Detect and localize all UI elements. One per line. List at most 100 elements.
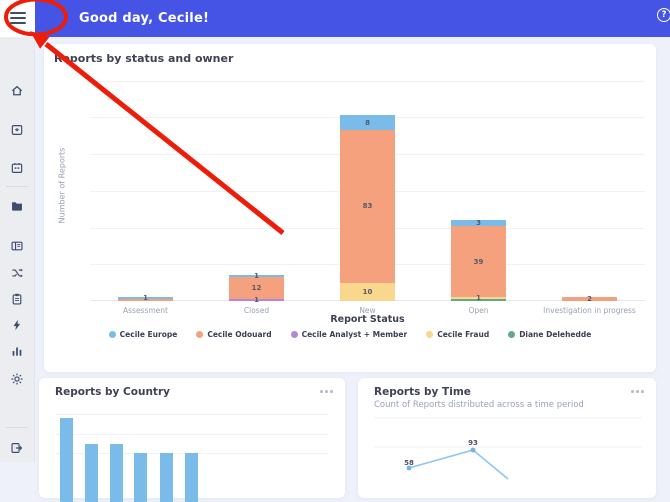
sidebar xyxy=(0,37,35,462)
status-owner-chart-card: Reports by status and owner Number of Re… xyxy=(44,44,656,372)
time-chart-subtitle: Count of Reports distributed across a ti… xyxy=(374,400,584,410)
point-label-93: 93 xyxy=(468,439,478,447)
time-card-menu-icon[interactable] xyxy=(631,390,644,393)
hamburger-menu-icon[interactable] xyxy=(10,10,26,26)
calendar-icon xyxy=(11,163,23,173)
bar-segment-new xyxy=(340,282,395,301)
bar-segment-new xyxy=(340,130,395,283)
legend-item[interactable]: Cecile Analyst + Member xyxy=(290,330,408,339)
bar-segment-closed xyxy=(229,275,284,278)
legend-label: Cecile Fraud xyxy=(437,330,490,339)
top-bar: Good day, Cecile! ? 3 xyxy=(35,0,670,37)
bar-chart-icon xyxy=(12,347,22,356)
greeting-text: Good day, Cecile! xyxy=(79,11,210,26)
bar-value-label: 39 xyxy=(473,257,484,266)
sidebar-item-analytics[interactable] xyxy=(0,339,34,363)
gridline xyxy=(55,414,329,415)
country-bar xyxy=(109,444,123,502)
clipboard-icon xyxy=(12,293,22,305)
sidebar-item-calendar[interactable] xyxy=(0,156,34,180)
merge-icon xyxy=(12,268,23,278)
sidebar-divider xyxy=(6,427,28,428)
bar-segment-investigation-in-progress xyxy=(562,297,617,301)
point-label-58: 58 xyxy=(404,459,414,467)
y-axis-label: Number of Reports xyxy=(57,147,67,223)
country-bar xyxy=(84,444,98,502)
x-tick-label: Investigation in progress xyxy=(543,306,636,315)
country-card-menu-icon[interactable] xyxy=(320,390,333,393)
sidebar-item-automation[interactable] xyxy=(0,313,34,337)
legend-color-dot xyxy=(508,331,516,338)
legend-color-dot xyxy=(108,331,116,338)
bar-segment-assessment xyxy=(118,299,173,301)
time-chart-title: Reports by Time xyxy=(374,386,471,398)
legend-color-dot xyxy=(196,331,204,338)
gridline xyxy=(55,433,329,435)
gear-icon xyxy=(11,373,23,385)
country-chart-card: Reports by Country xyxy=(39,378,345,502)
bar-segment-open xyxy=(451,297,506,300)
legend-label: Cecile Odouard xyxy=(207,330,272,339)
bar-value-label: 1 xyxy=(476,294,481,303)
lightning-icon xyxy=(13,319,21,331)
bar-segment-assessment xyxy=(118,297,173,300)
sidebar-item-logout[interactable] xyxy=(0,436,34,460)
help-icon[interactable]: ? xyxy=(657,8,670,22)
bar-value-label: 12 xyxy=(251,284,262,293)
home-icon xyxy=(11,85,23,96)
sidebar-item-settings[interactable] xyxy=(0,367,34,391)
bar-segment-new xyxy=(340,115,395,131)
bar-segment-closed xyxy=(229,277,284,300)
x-tick-label: Closed xyxy=(243,306,270,315)
bar-value-label: 3 xyxy=(476,218,481,227)
sidebar-divider xyxy=(6,186,28,187)
chart-legend: Cecile Europe Cecile Odouard Cecile Analys… xyxy=(44,330,656,339)
country-bar xyxy=(59,418,73,502)
bar-value-label: 2 xyxy=(587,295,592,304)
legend-color-dot xyxy=(426,331,434,338)
country-bar xyxy=(184,453,198,502)
bar-segment-closed xyxy=(229,299,284,301)
bar-value-label: 1 xyxy=(254,296,259,305)
legend-label: Cecile Analyst + Member xyxy=(301,330,408,339)
status-owner-plot-area: Number of Reports 1 Assessment 1 12 1 Closed 1… xyxy=(58,70,645,315)
sidebar-item-boards[interactable] xyxy=(0,234,34,258)
bar-value-label: 1 xyxy=(254,272,259,281)
x-tick-label: New xyxy=(359,306,376,315)
country-bar xyxy=(133,453,147,502)
sidebar-header-corner xyxy=(0,0,35,37)
sidebar-item-files[interactable] xyxy=(0,194,34,218)
sidebar-item-home[interactable] xyxy=(0,79,34,103)
bar-value-label: 1 xyxy=(143,294,148,303)
board-icon xyxy=(11,241,23,251)
sidebar-item-tasks[interactable] xyxy=(0,287,34,311)
time-series-line xyxy=(408,449,509,480)
folder-icon xyxy=(12,202,22,211)
inbox-icon xyxy=(11,125,23,135)
gridline xyxy=(90,80,645,82)
sidebar-item-workflow[interactable] xyxy=(0,261,34,285)
logout-icon xyxy=(11,443,23,453)
legend-item[interactable]: Cecile Fraud xyxy=(426,330,489,339)
x-tick-label: Open xyxy=(468,306,489,315)
legend-item[interactable]: Diane Delehedde xyxy=(508,330,591,339)
time-chart-card: 58 93 Reports by Time Count of Reports d… xyxy=(358,378,656,498)
x-tick-label: Assessment xyxy=(123,306,168,315)
data-point-93 xyxy=(470,447,476,453)
sidebar-item-inbox[interactable] xyxy=(0,118,34,142)
legend-color-dot xyxy=(290,331,298,338)
bar-segment-open xyxy=(451,299,506,301)
legend-item[interactable]: Cecile Odouard xyxy=(196,330,272,339)
bar-segment-open xyxy=(451,220,506,226)
bar-value-label: 10 xyxy=(362,287,373,296)
bar-value-label: 83 xyxy=(362,202,373,211)
bar-value-label: 8 xyxy=(365,118,370,127)
legend-item[interactable]: Cecile Europe xyxy=(108,330,178,339)
legend-label: Cecile Europe xyxy=(119,330,178,339)
country-bar xyxy=(159,453,173,502)
x-axis-label: Report Status xyxy=(330,314,405,325)
legend-label: Diane Delehedde xyxy=(519,330,592,339)
status-owner-chart-title: Reports by status and owner xyxy=(54,52,234,65)
bar-segment-open xyxy=(451,225,506,298)
country-chart-title: Reports by Country xyxy=(55,386,170,398)
